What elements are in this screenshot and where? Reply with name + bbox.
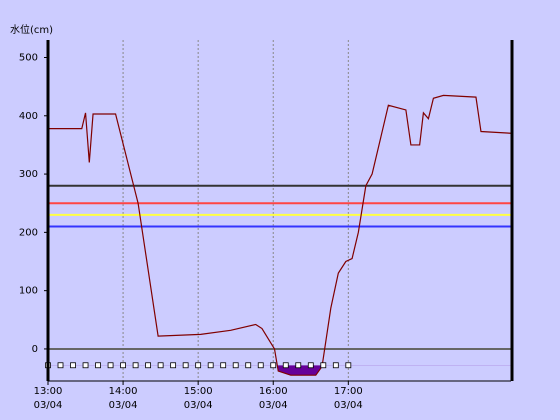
- marker: [320, 362, 327, 369]
- x-tick-label: 13:00: [34, 386, 63, 397]
- marker: [307, 362, 314, 369]
- marker: [107, 362, 114, 369]
- marker: [282, 362, 289, 369]
- marker: [207, 362, 214, 369]
- x-tick-label: 03/04: [184, 400, 213, 411]
- marker: [132, 362, 139, 369]
- marker: [82, 362, 89, 369]
- water-level-line: [48, 94, 512, 376]
- marker: [95, 362, 101, 369]
- low-area: [48, 365, 511, 376]
- x-tick-label: 17:00: [334, 386, 363, 397]
- x-tick-label: 03/04: [259, 400, 288, 411]
- y-axis-label: 水位(cm): [10, 23, 53, 36]
- marker: [195, 362, 202, 369]
- y-tick-label: 500: [19, 52, 38, 63]
- y-tick-label: 400: [19, 111, 38, 122]
- marker: [245, 362, 252, 369]
- marker: [257, 362, 264, 369]
- marker: [157, 362, 164, 369]
- y-tick-label: 0: [32, 344, 38, 355]
- marker: [170, 362, 177, 369]
- y-tick-label: 100: [19, 286, 38, 297]
- marker: [120, 362, 126, 369]
- x-tick-label: 14:00: [109, 386, 138, 397]
- x-tick-label: 03/04: [334, 400, 363, 411]
- marker: [182, 362, 189, 369]
- x-tick-label: 15:00: [184, 386, 213, 397]
- marker: [295, 362, 302, 369]
- x-tick-label: 16:00: [259, 386, 288, 397]
- marker: [70, 362, 76, 369]
- marker: [332, 362, 339, 369]
- marker: [220, 362, 227, 369]
- marker: [270, 362, 277, 369]
- y-tick-label: 200: [19, 227, 38, 238]
- marker: [145, 362, 152, 369]
- x-tick-label: 03/04: [109, 400, 138, 411]
- marker: [57, 362, 64, 369]
- y-tick-label: 300: [19, 169, 38, 180]
- marker: [345, 362, 352, 369]
- marker: [232, 362, 239, 369]
- x-tick-label: 03/04: [34, 400, 63, 411]
